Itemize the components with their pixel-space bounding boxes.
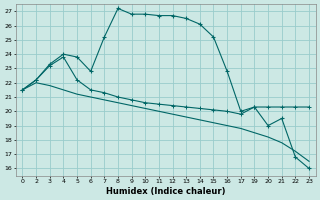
X-axis label: Humidex (Indice chaleur): Humidex (Indice chaleur) bbox=[106, 187, 226, 196]
